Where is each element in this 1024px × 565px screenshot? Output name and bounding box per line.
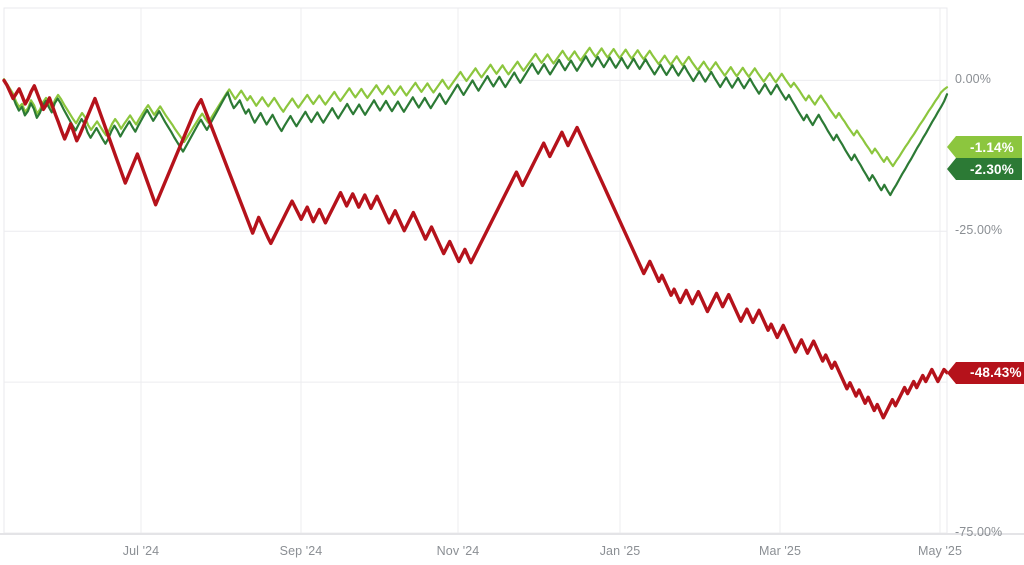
x-axis-tick-label: Nov '24 <box>436 544 480 558</box>
flag-pointer <box>947 158 956 180</box>
flag-pointer <box>947 361 956 384</box>
flag-pointer <box>947 136 956 158</box>
y-axis-tick-label: -25.00% <box>955 223 1003 238</box>
x-axis-tick-label: Jul '24 <box>122 544 160 558</box>
x-axis-tick-label: May '25 <box>917 544 963 558</box>
series-line-B5121B <box>2 78 949 420</box>
series-red-flag[interactable]: -48.43% <box>947 361 1024 384</box>
series-light-green-flag[interactable]: -1.14% <box>947 136 1022 158</box>
x-axis-tick-label: Jan '25 <box>599 544 641 558</box>
x-axis-tick-label: Mar '25 <box>759 544 801 558</box>
series-line-2C7A35 <box>2 55 949 197</box>
series-line-8CC63E <box>2 46 949 168</box>
x-axis-tick-label: Sep '24 <box>279 544 323 558</box>
y-axis-tick-label: -75.00% <box>955 525 1003 539</box>
series-dark-green-flag[interactable]: -2.30% <box>947 158 1022 180</box>
y-axis-tick-label: 0.00% <box>955 72 991 87</box>
